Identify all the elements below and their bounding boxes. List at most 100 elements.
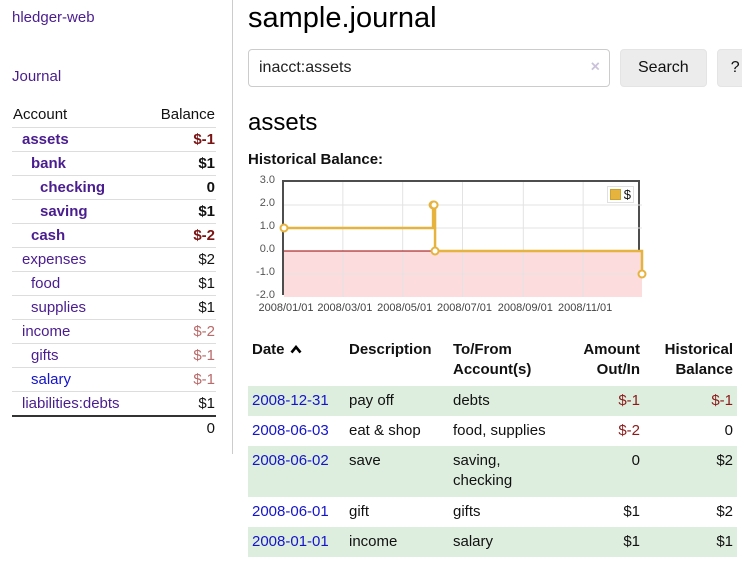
y-tick-label: -1.0 — [256, 266, 275, 278]
account-balance: $-1 — [146, 367, 216, 392]
accounts-total-spacer — [12, 415, 147, 440]
account-balance: $1 — [146, 295, 216, 320]
account-link[interactable]: gifts — [31, 347, 59, 364]
column-header-accounts: To/From Account(s) — [453, 341, 532, 379]
transactions-header-row: Date Description To/From Account(s) Amou… — [248, 337, 737, 386]
y-tick-label: -2.0 — [256, 289, 275, 301]
account-link[interactable]: food — [31, 275, 61, 292]
transaction-accounts: gifts — [453, 502, 481, 520]
main-content: sample.journal × Search ? assets Histori… — [233, 0, 742, 577]
accounts-header-row: Account Balance — [12, 103, 216, 128]
transaction-row: 2008-06-01 gift gifts $1 $2 — [248, 497, 737, 527]
transaction-description: gift — [349, 502, 370, 520]
account-row: assets $-1 — [12, 127, 216, 152]
transaction-description: eat & shop — [349, 421, 421, 439]
sidebar: hledger-web Journal Account Balance asse… — [0, 0, 233, 454]
transaction-accounts: food, supplies — [453, 421, 546, 439]
chart-section-label: Historical Balance: — [248, 151, 384, 168]
transaction-balance: $1 — [716, 532, 733, 550]
sort-ascending-icon — [290, 344, 302, 354]
transaction-row: 2008-06-02 save saving, checking 0 $2 — [248, 446, 737, 497]
chart-legend: $ — [606, 186, 634, 203]
transaction-balance: $2 — [716, 452, 733, 469]
x-tick-label: 2008/01/01 — [258, 302, 314, 314]
x-tick-label: 2008/03/01 — [317, 302, 373, 314]
account-link[interactable]: expenses — [22, 251, 87, 268]
app-title-link[interactable]: hledger-web — [12, 9, 95, 26]
account-row: cash $-2 — [12, 223, 216, 248]
chart-x-axis-labels: 2008/01/01 2008/03/01 2008/05/01 2008/07/01… — [258, 297, 642, 315]
account-link[interactable]: saving — [40, 203, 88, 220]
transactions-table: Date Description To/From Account(s) Amou… — [248, 337, 737, 557]
x-tick-label: 2008/09/01 — [497, 302, 553, 314]
x-tick-label: 2008/07/01 — [436, 302, 493, 314]
account-title: assets — [248, 109, 318, 136]
account-balance: 0 — [146, 175, 216, 200]
x-tick-label: 2008/05/01 — [377, 302, 433, 314]
page-title: sample.journal — [248, 2, 437, 34]
transaction-row: 2008-06-03 eat & shop food, supplies $-2 0 — [248, 416, 737, 446]
account-balance: $1 — [146, 391, 216, 416]
help-button[interactable]: ? — [716, 49, 742, 87]
sidebar-item-journal[interactable]: Journal — [12, 68, 62, 85]
account-link[interactable]: salary — [31, 371, 72, 388]
transaction-amount: $-2 — [618, 421, 640, 439]
transaction-description: save — [349, 452, 381, 469]
chart-canvas — [279, 182, 647, 297]
transaction-amount: $1 — [623, 502, 640, 520]
y-tick-label: 2.0 — [259, 197, 275, 209]
column-header-balance: Historical Balance — [664, 341, 733, 379]
account-link[interactable]: liabilities:debts — [22, 395, 120, 412]
account-link[interactable]: checking — [40, 179, 106, 196]
chart-plot-area: $ — [279, 180, 647, 297]
search-field-wrap: × — [248, 49, 610, 87]
transaction-amount: $-1 — [618, 391, 640, 409]
y-tick-label: 1.0 — [259, 220, 275, 232]
x-tick-label: 2008/11/01 — [558, 302, 613, 314]
account-balance: $1 — [146, 151, 216, 176]
account-link[interactable]: supplies — [31, 299, 87, 316]
column-header-date[interactable]: Date — [248, 337, 345, 386]
transaction-date-link[interactable]: 2008-12-31 — [252, 391, 329, 409]
account-balance: $-1 — [146, 127, 216, 152]
account-row: salary $-1 — [12, 367, 216, 392]
transaction-amount: $1 — [623, 532, 640, 550]
account-row: liabilities:debts $1 — [12, 391, 216, 416]
transaction-date-link[interactable]: 2008-06-01 — [252, 502, 329, 520]
account-row: gifts $-1 — [12, 343, 216, 368]
transaction-accounts: salary — [453, 532, 494, 550]
legend-series-label: $ — [623, 187, 631, 202]
account-row: supplies $1 — [12, 295, 216, 320]
account-link[interactable]: bank — [31, 155, 67, 172]
accounts-total-value: 0 — [146, 415, 216, 440]
accounts-header-account: Account — [13, 106, 68, 123]
accounts-table: Account Balance assets $-1 bank $1 checking 0… — [12, 103, 216, 440]
search-input[interactable] — [248, 49, 610, 87]
account-link[interactable]: cash — [31, 227, 66, 244]
transaction-description: pay off — [349, 391, 394, 409]
chart-y-axis-labels: 3.0 2.0 1.0 0.0 -1.0 -2.0 — [248, 174, 282, 301]
account-balance: $-2 — [146, 223, 216, 248]
account-row: income $-2 — [12, 319, 216, 344]
transaction-date-link[interactable]: 2008-06-02 — [252, 452, 329, 469]
column-header-description: Description — [349, 341, 432, 358]
column-header-amount: Amount Out/In — [583, 341, 640, 379]
search-bar: × Search ? — [248, 49, 742, 87]
transaction-balance: $2 — [716, 502, 733, 520]
y-tick-label: 3.0 — [259, 174, 275, 186]
account-link[interactable]: assets — [22, 131, 69, 148]
transaction-date-link[interactable]: 2008-06-03 — [252, 421, 329, 439]
account-link[interactable]: income — [22, 323, 71, 340]
account-row: saving $1 — [12, 199, 216, 224]
historical-balance-chart: 3.0 2.0 1.0 0.0 -1.0 -2.0 $ 2008/01/01 2008/03… — [248, 174, 742, 315]
transaction-amount: 0 — [631, 452, 640, 469]
y-tick-label: 0.0 — [259, 243, 275, 255]
transaction-description: income — [349, 532, 398, 550]
transaction-row: 2008-01-01 income salary $1 $1 — [248, 526, 737, 557]
search-button[interactable]: Search — [620, 49, 707, 87]
clear-search-icon[interactable]: × — [590, 58, 600, 76]
transaction-accounts: saving, checking — [453, 452, 513, 490]
transaction-accounts: debts — [453, 391, 490, 409]
account-balance: $-1 — [146, 343, 216, 368]
transaction-date-link[interactable]: 2008-01-01 — [252, 532, 329, 550]
